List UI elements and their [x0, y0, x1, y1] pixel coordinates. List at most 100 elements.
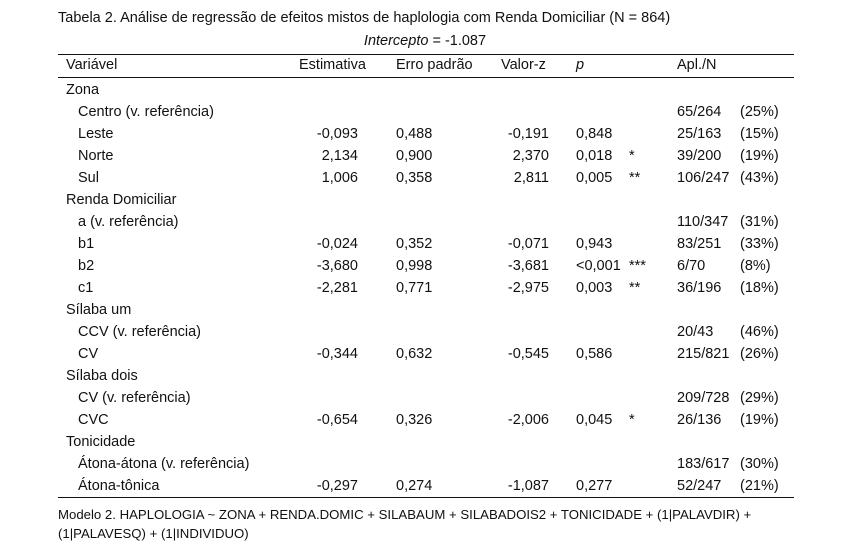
cell-variavel: CCV (v. referência): [78, 324, 202, 340]
cell-variavel: b1: [78, 236, 95, 252]
table-row: Sul 1,006 0,358 2,811 0,005 ** 106/247 (43%): [0, 168, 846, 190]
cell-p: <0,001: [576, 258, 621, 274]
cell-apl-n: 110/347: [677, 214, 729, 230]
top-rule: [58, 54, 794, 55]
cell-variavel: Sílaba dois: [66, 368, 138, 384]
cell-apl-n: 183/617: [677, 456, 730, 472]
table-row: CVC -0,654 0,326 -2,006 0,045 * 26/136 (19%): [0, 410, 846, 432]
cell-significance: ***: [629, 258, 646, 274]
table-row: a (v. referência) 110/347 (31%): [0, 212, 846, 234]
table-row: c1 -2,281 0,771 -2,975 0,003 ** 36/196 (18%): [0, 278, 846, 300]
cell-apl-n: 6/70: [677, 258, 706, 274]
cell-percent: (43%): [740, 170, 779, 186]
cell-apl-n: 209/728: [677, 390, 730, 406]
cell-valor-z: -1,087: [507, 478, 549, 494]
cell-valor-z: -0,071: [507, 236, 549, 252]
cell-percent: (19%): [740, 148, 779, 164]
table-row: Leste -0,093 0,488 -0,191 0,848 25/163 (15%): [0, 124, 846, 146]
table-body: Zona Centro (v. referência) 65/264 (25%) Les…: [0, 80, 846, 498]
cell-estimativa: -0,654: [316, 412, 358, 428]
cell-valor-z: 2,811: [513, 170, 549, 186]
cell-p: 0,045: [576, 412, 613, 428]
cell-estimativa: -0,093: [316, 126, 358, 142]
cell-percent: (31%): [740, 214, 779, 230]
cell-erro-padrao: 0,998: [396, 258, 433, 274]
intercept-line: Intercepto = -1.087: [58, 33, 792, 49]
cell-variavel: CVC: [78, 412, 109, 428]
header-variavel: Variável: [66, 57, 118, 73]
cell-variavel: Átona-átona (v. referência): [78, 456, 250, 472]
table-row: b1 -0,024 0,352 -0,071 0,943 83/251 (33%): [0, 234, 846, 256]
cell-variavel: Sul: [78, 170, 99, 186]
bottom-rule: [58, 497, 794, 498]
table-row: Átona-tônica -0,297 0,274 -1,087 0,277 52/247…: [0, 476, 846, 498]
header-valor-z: Valor-z: [501, 57, 546, 73]
cell-erro-padrao: 0,358: [396, 170, 433, 186]
group-row: Tonicidade: [0, 432, 846, 454]
table-row: Norte 2,134 0,900 2,370 0,018 * 39/200 (19%): [0, 146, 846, 168]
header-estimativa: Estimativa: [299, 57, 366, 73]
cell-variavel: Tonicidade: [66, 434, 136, 450]
cell-p: 0,848: [576, 126, 613, 142]
model-note: Modelo 2. HAPLOLOGIA ~ ZONA + RENDA.DOMI…: [58, 507, 752, 541]
cell-estimativa: -0,344: [316, 346, 358, 362]
cell-percent: (15%): [740, 126, 779, 142]
intercept-value: = -1.087: [432, 33, 487, 49]
cell-valor-z: 2,370: [512, 148, 549, 164]
cell-percent: (33%): [740, 236, 779, 252]
cell-variavel: b2: [78, 258, 95, 274]
cell-variavel: Norte: [78, 148, 114, 164]
cell-apl-n: 106/247: [677, 170, 730, 186]
cell-apl-n: 52/247: [677, 478, 722, 494]
cell-significance: **: [629, 280, 641, 296]
cell-estimativa: -3,680: [316, 258, 358, 274]
table-row: Átona-átona (v. referência) 183/617 (30%): [0, 454, 846, 476]
cell-estimativa: 2,134: [321, 148, 358, 164]
cell-significance: *: [629, 148, 635, 164]
header-rule: [58, 77, 794, 78]
table-row: CV (v. referência) 209/728 (29%): [0, 388, 846, 410]
cell-estimativa: -0,297: [316, 478, 358, 494]
header-apl-n: Apl./N: [677, 57, 717, 73]
cell-percent: (21%): [740, 478, 779, 494]
cell-apl-n: 25/163: [677, 126, 722, 142]
cell-apl-n: 39/200: [677, 148, 722, 164]
cell-variavel: Centro (v. referência): [78, 104, 214, 120]
cell-percent: (19%): [740, 412, 779, 428]
cell-valor-z: -0,191: [507, 126, 549, 142]
cell-variavel: Sílaba um: [66, 302, 132, 318]
cell-erro-padrao: 0,771: [396, 280, 433, 296]
cell-percent: (30%): [740, 456, 779, 472]
cell-variavel: CV: [78, 346, 99, 362]
cell-apl-n: 215/821: [677, 346, 730, 362]
cell-p: 0,003: [576, 280, 613, 296]
table-row: b2 -3,680 0,998 -3,681 <0,001 *** 6/70 (8%): [0, 256, 846, 278]
cell-apl-n: 20/43: [677, 324, 714, 340]
cell-variavel: CV (v. referência): [78, 390, 191, 406]
table-row: CCV (v. referência) 20/43 (46%): [0, 322, 846, 344]
cell-apl-n: 36/196: [677, 280, 722, 296]
cell-variavel: Renda Domiciliar: [66, 192, 177, 208]
table-row: Centro (v. referência) 65/264 (25%): [0, 102, 846, 124]
group-row: Sílaba dois: [0, 366, 846, 388]
cell-erro-padrao: 0,326: [396, 412, 433, 428]
cell-valor-z: -2,975: [507, 280, 549, 296]
cell-valor-z: -0,545: [507, 346, 549, 362]
cell-p: 0,018: [576, 148, 613, 164]
cell-percent: (25%): [740, 104, 779, 120]
cell-variavel: Átona-tônica: [78, 478, 160, 494]
cell-erro-padrao: 0,274: [396, 478, 433, 494]
cell-percent: (26%): [740, 346, 779, 362]
cell-significance: **: [629, 170, 641, 186]
cell-apl-n: 83/251: [677, 236, 722, 252]
cell-significance: *: [629, 412, 635, 428]
cell-percent: (29%): [740, 390, 779, 406]
cell-p: 0,943: [576, 236, 613, 252]
cell-valor-z: -2,006: [507, 412, 549, 428]
cell-p: 0,277: [576, 478, 613, 494]
cell-percent: (18%): [740, 280, 779, 296]
cell-percent: (8%): [740, 258, 771, 274]
cell-p: 0,586: [576, 346, 613, 362]
cell-variavel: c1: [78, 280, 94, 296]
intercept-label: Intercepto: [363, 33, 429, 49]
